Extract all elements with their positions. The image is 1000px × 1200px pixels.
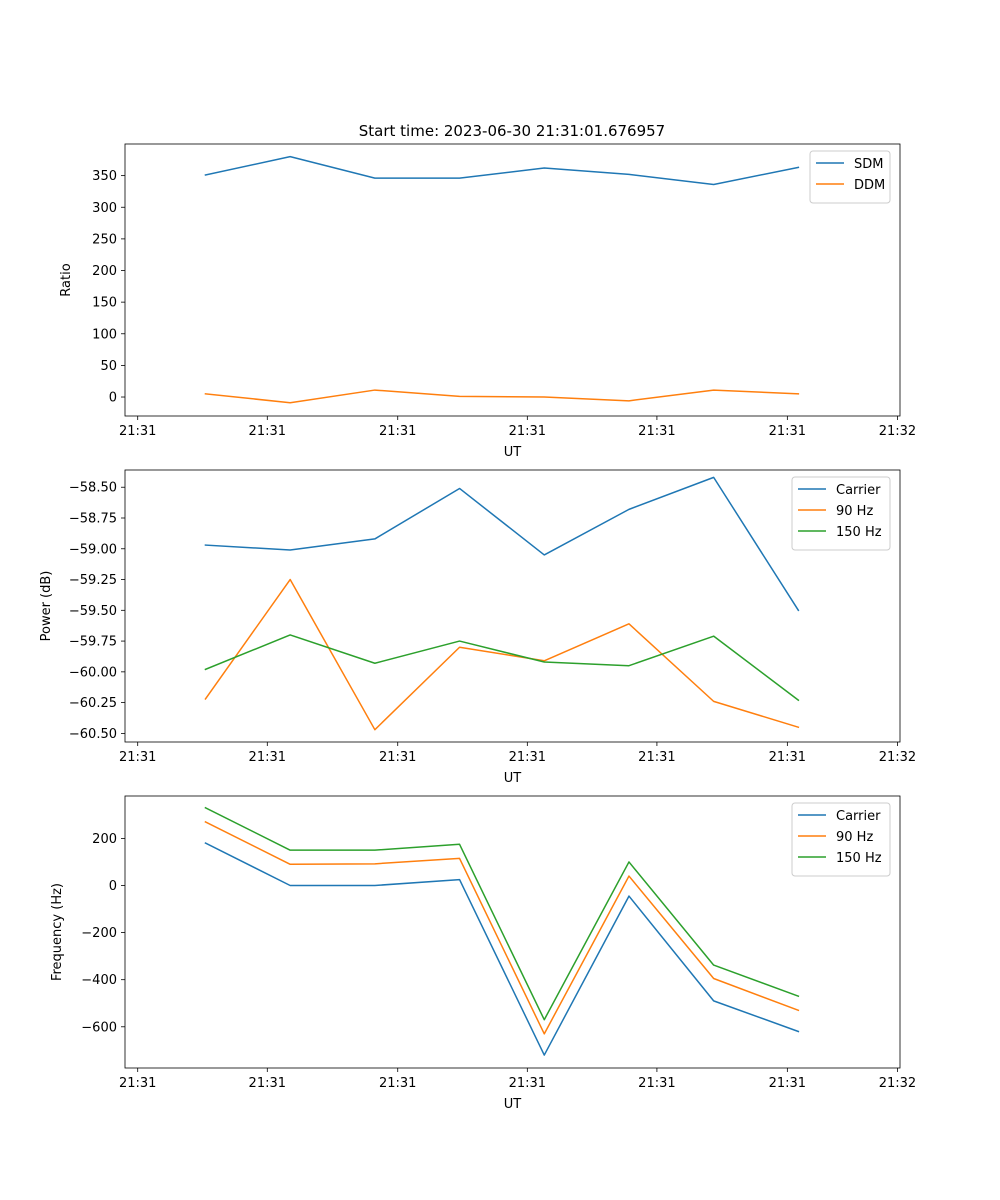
power-panel: 21:31 21:31 21:31 21:31 21:31 21:31 21:32 −58.5… — [39, 469, 916, 786]
power-x-tick-label: 21:31 — [638, 750, 675, 765]
frequency-x-tick-label: 21:31 — [379, 1076, 416, 1091]
power-y-tick-label: −59.75 — [69, 635, 117, 650]
ratio-axes-frame — [124, 143, 901, 417]
frequency-legend-label: 150 Hz — [836, 851, 882, 866]
frequency-series-line-150-hz — [204, 806, 800, 1021]
frequency-y-tick-label: −600 — [81, 1020, 117, 1035]
frequency-x-tick-label: 21:31 — [119, 1076, 156, 1091]
frequency-y-axis-label: Frequency (Hz) — [50, 883, 65, 981]
power-series-line-150-hz — [204, 634, 800, 702]
ratio-legend-label: DDM — [854, 178, 885, 193]
power-x-tick-label: 21:32 — [879, 750, 916, 765]
ratio-y-tick-label: 250 — [92, 232, 117, 247]
frequency-x-tick-label: 21:31 — [249, 1076, 286, 1091]
ratio-y-tick-label: 200 — [92, 264, 117, 279]
power-x-tick-label: 21:31 — [249, 750, 286, 765]
ratio-x-axis-label: UT — [504, 445, 522, 460]
frequency-x-tick-label: 21:31 — [638, 1076, 675, 1091]
power-y-tick-label: −58.75 — [69, 512, 117, 527]
power-y-tick-label: −60.50 — [69, 727, 117, 742]
power-y-tick-label: −59.25 — [69, 573, 117, 588]
frequency-series-line-90-hz — [204, 820, 800, 1035]
ratio-legend: SDM DDM — [809, 150, 891, 204]
power-y-tick-label: −59.50 — [69, 604, 117, 619]
frequency-axes-frame — [124, 795, 901, 1069]
frequency-x-tick-label: 21:32 — [879, 1076, 916, 1091]
frequency-x-tick-label: 21:31 — [509, 1076, 546, 1091]
frequency-x-axis-label: UT — [504, 1097, 522, 1112]
power-x-tick-label: 21:31 — [119, 750, 156, 765]
ratio-series-line-ddm — [204, 389, 800, 404]
frequency-legend: Carrier 90 Hz 150 Hz — [791, 802, 891, 877]
ratio-x-tick-label: 21:31 — [509, 424, 546, 439]
power-legend: Carrier 90 Hz 150 Hz — [791, 476, 891, 551]
power-legend-label: 150 Hz — [836, 525, 882, 540]
power-axes-frame — [124, 469, 901, 743]
ratio-x-tick-label: 21:31 — [379, 424, 416, 439]
frequency-y-tick-label: 200 — [92, 832, 117, 847]
figure-title: Start time: 2023-06-30 21:31:01.676957 — [359, 122, 665, 140]
power-x-tick-label: 21:31 — [379, 750, 416, 765]
power-y-axis-label: Power (dB) — [39, 571, 54, 642]
power-x-axis-label: UT — [504, 771, 522, 786]
ratio-y-tick-label: 0 — [109, 391, 117, 406]
power-legend-label: 90 Hz — [836, 504, 873, 519]
ratio-y-tick-label: 150 — [92, 296, 117, 311]
ratio-x-tick-label: 21:31 — [119, 424, 156, 439]
power-y-tick-label: −60.25 — [69, 696, 117, 711]
power-x-tick-label: 21:31 — [509, 750, 546, 765]
power-y-tick-label: −59.00 — [69, 542, 117, 557]
frequency-x-tick-label: 21:31 — [769, 1076, 806, 1091]
ratio-y-tick-label: 350 — [92, 169, 117, 184]
frequency-panel: 21:31 21:31 21:31 21:31 21:31 21:31 21:32 200 0 −… — [50, 795, 916, 1112]
power-x-tick-label: 21:31 — [769, 750, 806, 765]
frequency-y-tick-label: −400 — [81, 973, 117, 988]
ratio-y-axis-label: Ratio — [59, 263, 74, 296]
ratio-legend-label: SDM — [854, 157, 883, 172]
ratio-x-tick-label: 21:31 — [638, 424, 675, 439]
ratio-y-tick-label: 300 — [92, 201, 117, 216]
power-series-line-carrier — [204, 476, 800, 612]
frequency-series-line-carrier — [204, 842, 800, 1056]
power-series-line-90-hz — [204, 578, 800, 731]
ratio-x-tick-label: 21:32 — [879, 424, 916, 439]
power-legend-label: Carrier — [836, 483, 881, 498]
frequency-legend-label: Carrier — [836, 809, 881, 824]
ratio-series-line-sdm — [204, 155, 800, 186]
ratio-y-tick-label: 50 — [100, 359, 117, 374]
frequency-legend-label: 90 Hz — [836, 830, 873, 845]
frequency-y-tick-label: 0 — [109, 879, 117, 894]
ratio-y-tick-label: 100 — [92, 327, 117, 342]
frequency-y-tick-label: −200 — [81, 926, 117, 941]
power-y-tick-label: −60.00 — [69, 665, 117, 680]
ratio-x-tick-label: 21:31 — [769, 424, 806, 439]
ratio-x-tick-label: 21:31 — [249, 424, 286, 439]
ratio-panel: 21:31 21:31 21:31 21:31 21:31 21:31 21:32 0 50 10… — [59, 143, 916, 460]
power-y-tick-label: −58.50 — [69, 481, 117, 496]
